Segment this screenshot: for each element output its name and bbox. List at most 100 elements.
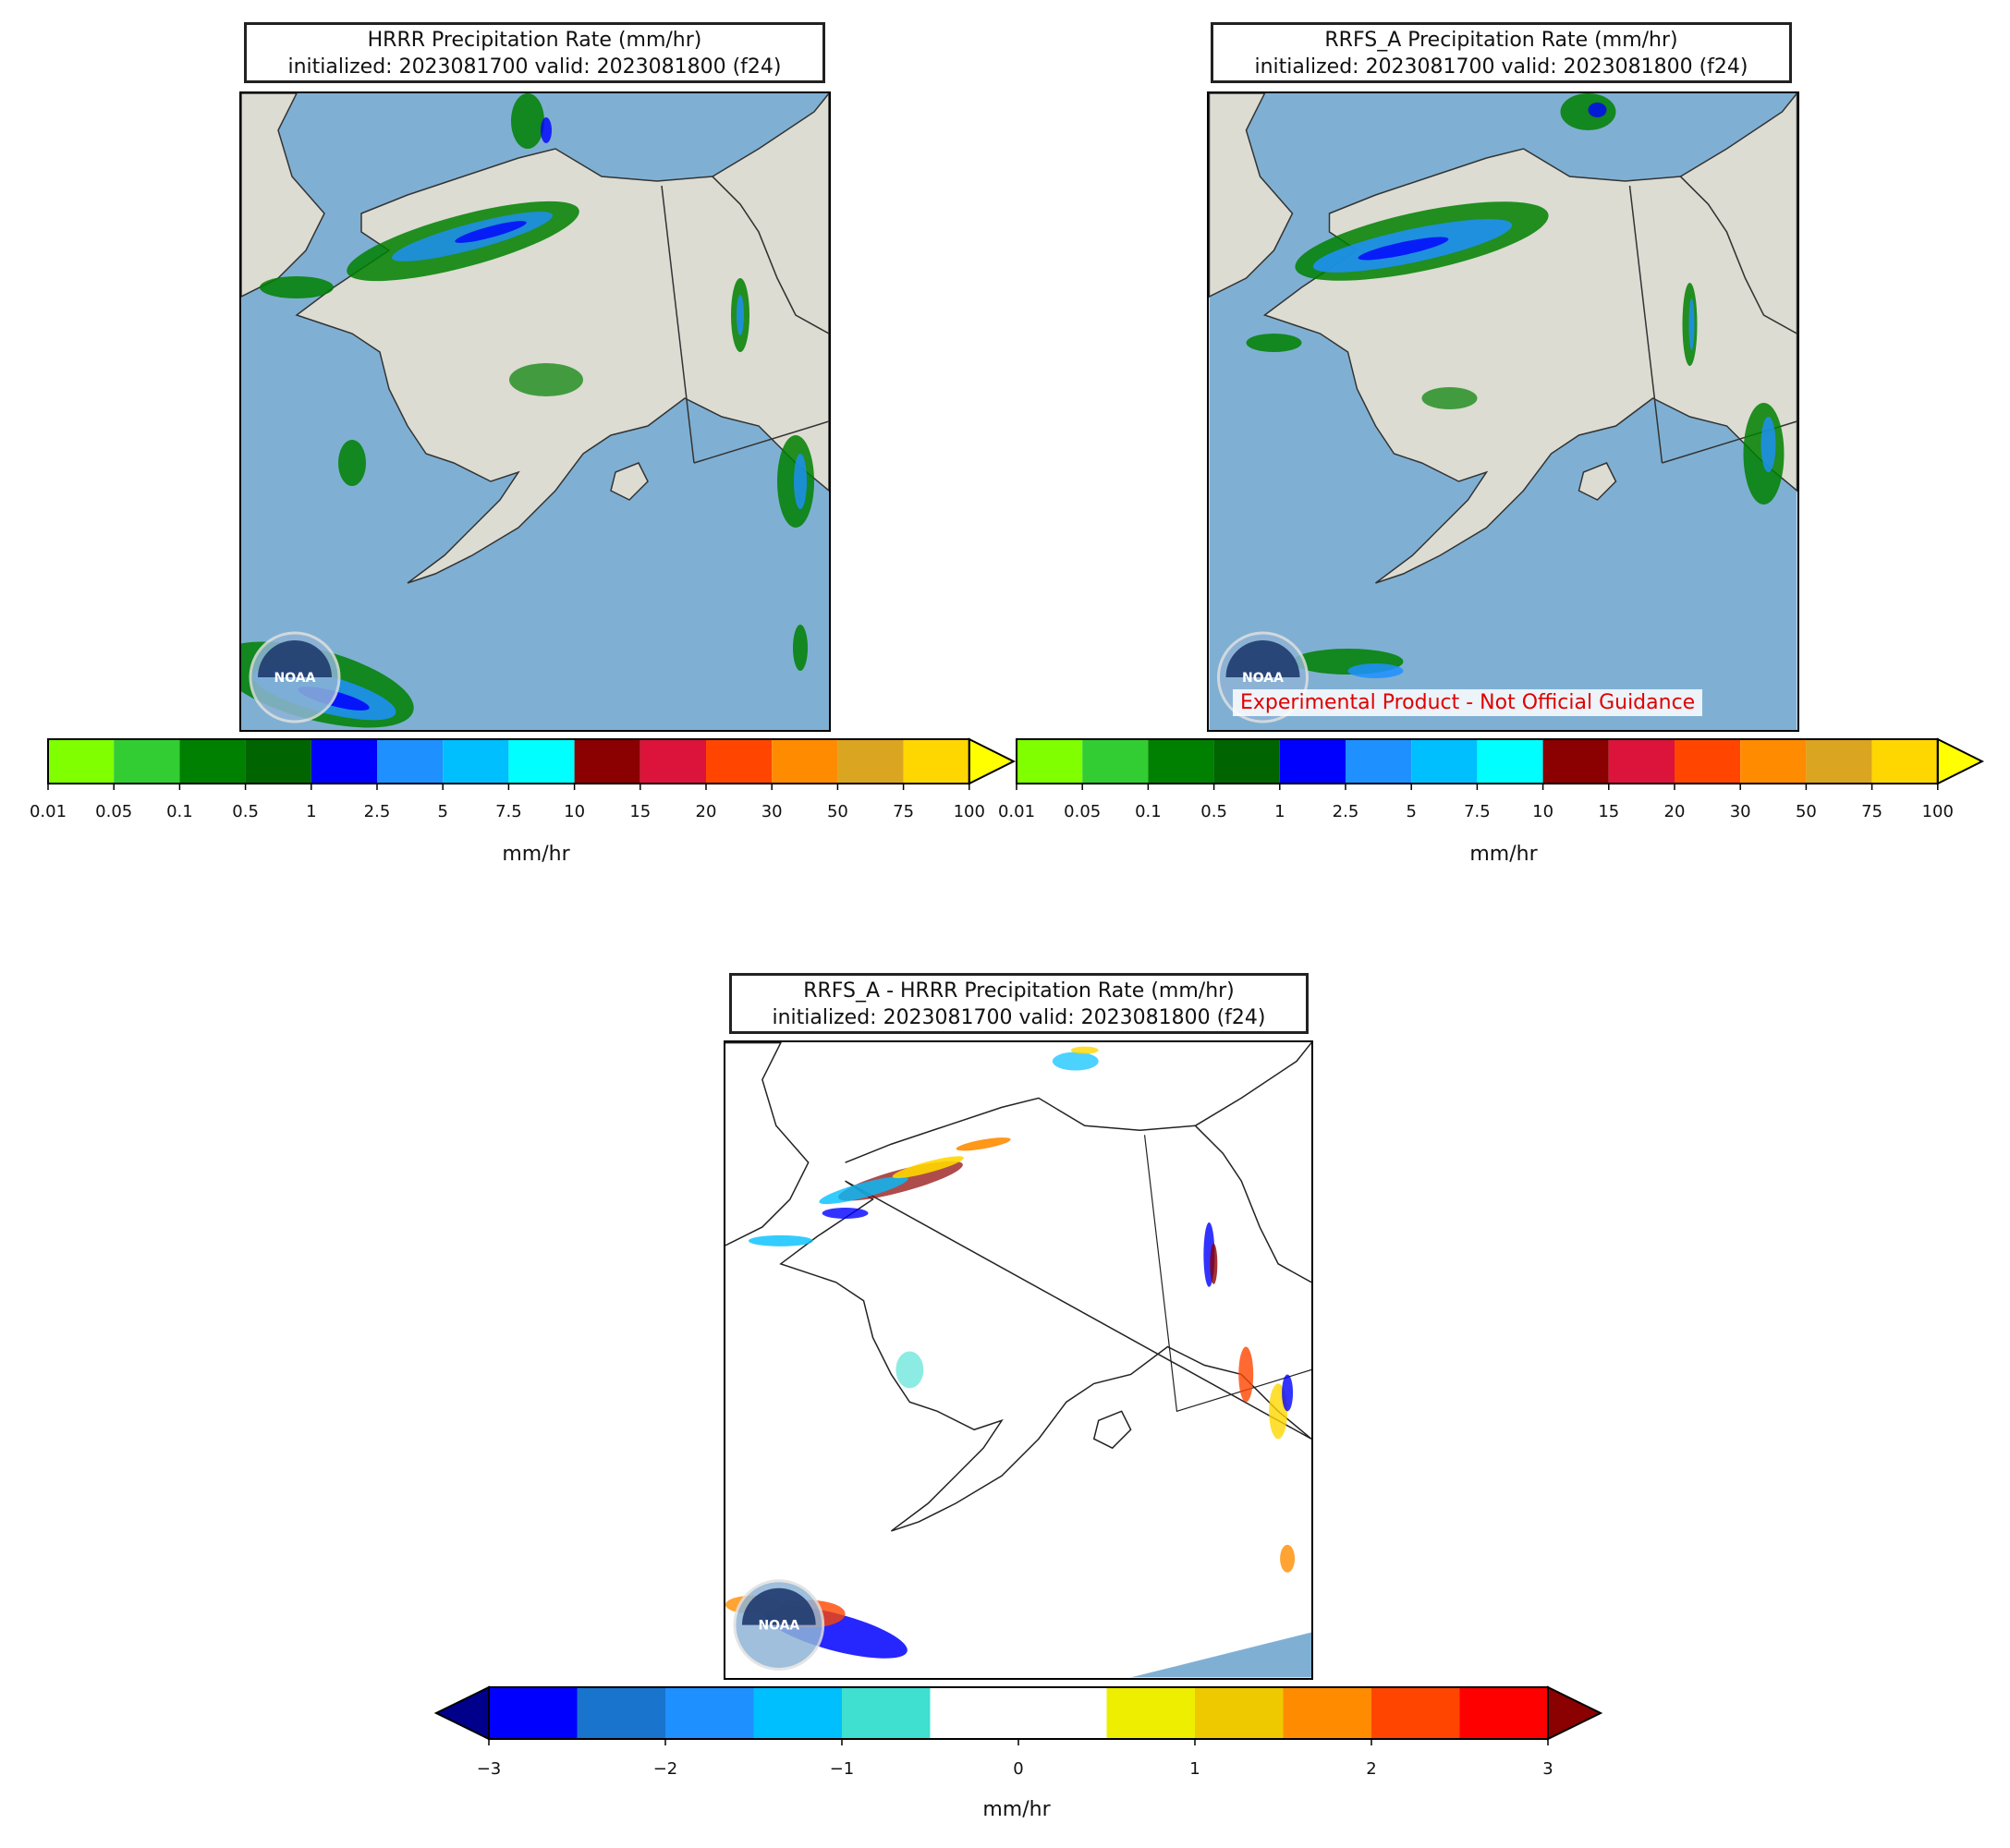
colorbar-tick-label: 15 xyxy=(629,802,651,821)
colorbar-tick-label: 0.5 xyxy=(1200,802,1227,821)
colorbar-tick-label: 0.01 xyxy=(30,802,67,821)
colorbar-segment xyxy=(837,739,904,784)
noaa-logo-text: NOAA xyxy=(274,671,316,686)
colorbar-segment xyxy=(577,1687,665,1739)
colorbar-segment xyxy=(640,739,706,784)
colorbar-segment xyxy=(1806,739,1872,784)
rrfs-map: NOAA xyxy=(1207,91,1799,732)
colorbar-segment xyxy=(1542,739,1609,784)
colorbar-segment xyxy=(489,1687,578,1739)
colorbar-segment xyxy=(1283,1687,1371,1739)
rrfs-colorbar: 0.01 0.05 0.1 0.5 1 2.5 5 7.5 10 15 20 30 50 75 100 xyxy=(998,737,1994,832)
rrfs-title-line2: initialized: 2023081700 valid: 202308180… xyxy=(1254,55,1748,79)
colorbar-tick-label: 0 xyxy=(1013,1759,1023,1779)
diff-colorbar-unit: mm/hr xyxy=(982,1798,1051,1821)
colorbar-tick-label: 5 xyxy=(437,802,447,821)
siberia-coast xyxy=(241,93,325,298)
colorbar-segment xyxy=(1082,739,1149,784)
colorbar-segment xyxy=(114,739,180,784)
colorbar-tick-label: −1 xyxy=(830,1759,855,1779)
noaa-logo-icon: NOAA xyxy=(733,1579,825,1671)
diff-colorbar-graphic: −3 −2 −1 0 1 2 3 xyxy=(433,1685,1603,1779)
colorbar-segment xyxy=(706,739,773,784)
colorbar-segment xyxy=(1459,1687,1548,1739)
colorbar-segment xyxy=(1148,739,1214,784)
hrrr-title-line2: initialized: 2023081700 valid: 202308180… xyxy=(287,55,782,79)
colorbar-segment xyxy=(1106,1687,1195,1739)
hrrr-title-line1: HRRR Precipitation Rate (mm/hr) xyxy=(367,29,702,52)
colorbar-segment xyxy=(1871,739,1938,784)
diff-title: RRFS_A - HRRR Precipitation Rate (mm/hr)… xyxy=(729,973,1309,1034)
colorbar-segment xyxy=(377,739,444,784)
colorbar-segment xyxy=(245,739,311,784)
colorbar-tick-label: 1 xyxy=(1189,1759,1200,1779)
colorbar-segment xyxy=(1608,739,1675,784)
rrfs-title-line1: RRFS_A Precipitation Rate (mm/hr) xyxy=(1324,29,1678,52)
colorbar-tick-label: 30 xyxy=(1730,802,1751,821)
rrfs-colorbar-unit: mm/hr xyxy=(1469,843,1538,866)
colorbar-tick-label: 3 xyxy=(1542,1759,1553,1779)
colorbar-segment xyxy=(1371,1687,1460,1739)
colorbar-tick-label: 20 xyxy=(1664,802,1686,821)
colorbar-tick-label: 0.01 xyxy=(998,802,1035,821)
noaa-logo-text: NOAA xyxy=(1242,671,1284,686)
colorbar-tick-label: −3 xyxy=(477,1759,502,1779)
colorbar-segment xyxy=(1213,739,1280,784)
hrrr-map-graphic: NOAA xyxy=(241,93,829,730)
colorbar-tick-label: 5 xyxy=(1406,802,1416,821)
hrrr-map: NOAA xyxy=(239,91,831,732)
colorbar-segment xyxy=(930,1687,1018,1739)
colorbar-segment xyxy=(1279,739,1346,784)
colorbar-segment xyxy=(179,739,246,784)
colorbar-tick-label: 10 xyxy=(1532,802,1553,821)
diff-map: NOAA xyxy=(724,1040,1313,1680)
colorbar-extend-max xyxy=(1936,737,1985,785)
colorbar-tick-label: 2.5 xyxy=(364,802,391,821)
kodiak-island xyxy=(610,462,649,501)
colorbar-segment xyxy=(1195,1687,1284,1739)
colorbar-tick-label: 1 xyxy=(1274,802,1285,821)
diff-map-graphic: NOAA xyxy=(725,1042,1311,1678)
colorbar-segment xyxy=(1018,1687,1107,1739)
colorbar-tick-label: 75 xyxy=(1861,802,1882,821)
colorbar-segment xyxy=(1477,739,1543,784)
colorbar-tick-label: 100 xyxy=(954,802,985,821)
noaa-logo-icon: NOAA xyxy=(249,631,341,723)
diff-title-line1: RRFS_A - HRRR Precipitation Rate (mm/hr) xyxy=(803,979,1235,1003)
experimental-watermark: Experimental Product - Not Official Guid… xyxy=(1233,689,1703,716)
colorbar-tick-label: 2.5 xyxy=(1333,802,1359,821)
border-lines xyxy=(661,185,829,464)
colorbar-tick-label: 0.1 xyxy=(1135,802,1162,821)
colorbar-segment xyxy=(1740,739,1807,784)
colorbar-segment xyxy=(665,1687,754,1739)
colorbar-tick-label: 7.5 xyxy=(1464,802,1491,821)
colorbar-tick-label: −2 xyxy=(653,1759,678,1779)
colorbar-tick-label: 100 xyxy=(1922,802,1954,821)
colorbar-tick-label: 10 xyxy=(564,802,585,821)
diff-colorbar: −3 −2 −1 0 1 2 3 xyxy=(433,1685,1603,1780)
colorbar-segment xyxy=(842,1687,931,1739)
background xyxy=(725,1042,1311,1678)
colorbar-extend-max xyxy=(1547,1685,1603,1741)
colorbar-segment xyxy=(508,739,575,784)
colorbar-segment xyxy=(1411,739,1478,784)
colorbar-tick-label: 75 xyxy=(893,802,914,821)
colorbar-tick-label: 0.5 xyxy=(232,802,259,821)
colorbar-segment xyxy=(574,739,640,784)
hrrr-colorbar: 0.01 0.05 0.1 0.5 1 2.5 5 7.5 10 15 20 30 50 75 100 xyxy=(30,737,1026,832)
colorbar-tick-label: 2 xyxy=(1366,1759,1376,1779)
colorbar-tick-label: 0.05 xyxy=(1064,802,1101,821)
colorbar-segment xyxy=(1346,739,1412,784)
diff-title-line2: initialized: 2023081700 valid: 202308180… xyxy=(772,1006,1266,1029)
rrfs-title: RRFS_A Precipitation Rate (mm/hr) initia… xyxy=(1211,22,1792,83)
colorbar-segment xyxy=(311,739,377,784)
hrrr-colorbar-graphic: 0.01 0.05 0.1 0.5 1 2.5 5 7.5 10 15 20 30 50 75 100 xyxy=(30,737,1017,821)
noaa-logo-text: NOAA xyxy=(758,1619,799,1634)
colorbar-tick-label: 0.1 xyxy=(166,802,193,821)
colorbar-segment xyxy=(753,1687,842,1739)
colorbar-tick-label: 15 xyxy=(1598,802,1619,821)
colorbar-tick-label: 0.05 xyxy=(95,802,132,821)
colorbar-segment xyxy=(443,739,509,784)
colorbar-segment xyxy=(1017,739,1083,784)
rrfs-map-graphic: NOAA xyxy=(1209,93,1797,730)
